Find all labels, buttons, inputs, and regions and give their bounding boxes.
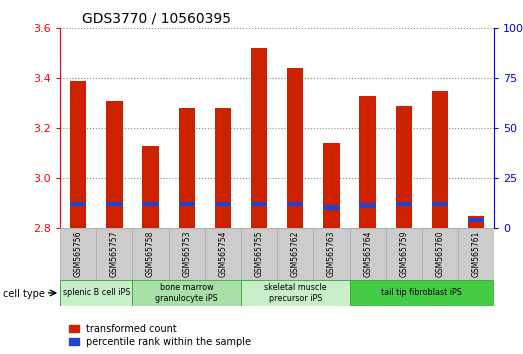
Bar: [241, 280, 349, 306]
Bar: [359, 203, 376, 208]
Bar: [215, 108, 231, 228]
Text: GSM565753: GSM565753: [182, 231, 191, 277]
Bar: [106, 101, 122, 228]
Bar: [277, 228, 313, 280]
Bar: [251, 48, 267, 228]
Bar: [132, 280, 241, 306]
Legend: transformed count, percentile rank within the sample: transformed count, percentile rank withi…: [65, 320, 255, 350]
Bar: [349, 228, 385, 280]
Bar: [396, 202, 412, 206]
Text: GSM565758: GSM565758: [146, 231, 155, 277]
Bar: [142, 202, 158, 206]
Bar: [323, 143, 339, 228]
Bar: [132, 228, 168, 280]
Text: splenic B cell iPS: splenic B cell iPS: [63, 289, 130, 297]
Bar: [313, 228, 349, 280]
Text: GSM565760: GSM565760: [436, 231, 445, 277]
Bar: [60, 280, 132, 306]
Bar: [385, 228, 422, 280]
Text: GSM565763: GSM565763: [327, 231, 336, 277]
Text: GSM565759: GSM565759: [399, 231, 408, 277]
Text: tail tip fibroblast iPS: tail tip fibroblast iPS: [381, 289, 462, 297]
Text: GSM565757: GSM565757: [110, 231, 119, 277]
Bar: [251, 202, 267, 206]
Bar: [396, 106, 412, 228]
Bar: [468, 216, 484, 228]
Bar: [458, 228, 494, 280]
Bar: [96, 228, 132, 280]
Bar: [422, 228, 458, 280]
Bar: [359, 96, 376, 228]
Text: GDS3770 / 10560395: GDS3770 / 10560395: [82, 12, 231, 26]
Text: GSM565754: GSM565754: [219, 231, 228, 277]
Text: GSM565764: GSM565764: [363, 231, 372, 277]
Text: bone marrow
granulocyte iPS: bone marrow granulocyte iPS: [155, 283, 218, 303]
Bar: [241, 228, 277, 280]
Bar: [468, 218, 484, 222]
Bar: [323, 205, 339, 210]
Bar: [432, 202, 448, 206]
Bar: [70, 202, 86, 206]
Bar: [215, 202, 231, 206]
Text: GSM565761: GSM565761: [472, 231, 481, 277]
Bar: [70, 81, 86, 228]
Text: cell type: cell type: [3, 289, 44, 299]
Bar: [179, 202, 195, 206]
Bar: [287, 202, 303, 206]
Text: GSM565755: GSM565755: [255, 231, 264, 277]
Bar: [205, 228, 241, 280]
Bar: [142, 146, 158, 228]
Bar: [179, 108, 195, 228]
Bar: [106, 202, 122, 206]
Bar: [287, 68, 303, 228]
Bar: [60, 228, 96, 280]
Text: GSM565756: GSM565756: [74, 231, 83, 277]
Bar: [349, 280, 494, 306]
Text: GSM565762: GSM565762: [291, 231, 300, 277]
Text: skeletal muscle
precursor iPS: skeletal muscle precursor iPS: [264, 283, 326, 303]
Bar: [168, 228, 205, 280]
Bar: [432, 91, 448, 228]
